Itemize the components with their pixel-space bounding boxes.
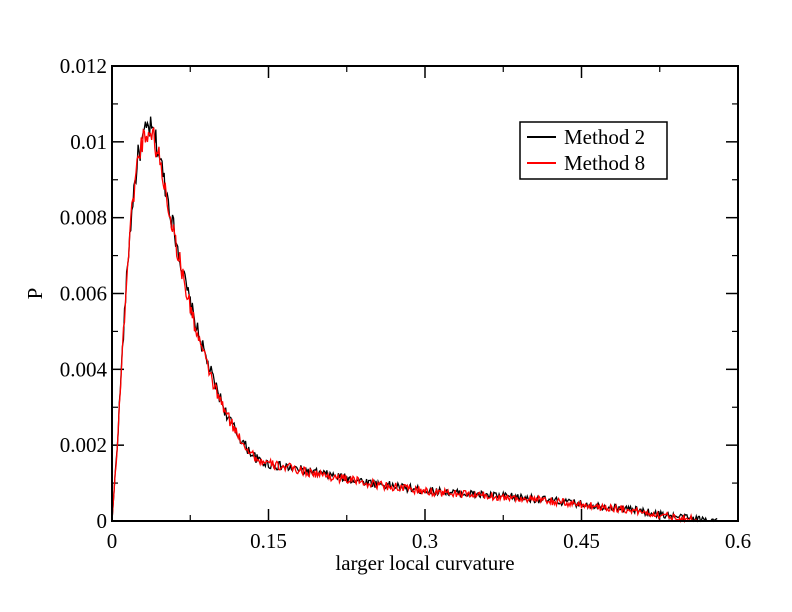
x-axis-title: larger local curvature	[335, 551, 514, 575]
x-tick-labels: 0 0.15 0.3 0.45 0.6	[107, 529, 751, 553]
legend-label-method-2: Method 2	[564, 125, 645, 149]
x-tick-label: 0.6	[725, 529, 751, 553]
x-tick-label: 0	[107, 529, 118, 553]
y-tick-label: 0.002	[60, 433, 107, 457]
series-layer	[111, 116, 718, 524]
x-tick-label: 0.45	[563, 529, 600, 553]
legend: Method 2 Method 8	[519, 121, 668, 180]
legend-label-method-8: Method 8	[564, 151, 645, 175]
x-tick-label: 0.3	[412, 529, 438, 553]
y-axis-title: P	[23, 288, 47, 300]
y-tick-labels: 0 0.002 0.004 0.006 0.008 0.01 0.012	[60, 54, 108, 533]
y-tick-label: 0	[97, 509, 108, 533]
x-tick-label: 0.15	[250, 529, 287, 553]
plot-area-frame	[111, 65, 739, 522]
y-tick-label: 0.008	[60, 206, 107, 230]
y-axis-ticks	[112, 65, 738, 522]
y-tick-label: 0.004	[60, 357, 108, 381]
y-tick-label: 0.012	[60, 54, 107, 78]
y-tick-label: 0.006	[60, 282, 107, 306]
legend-box	[519, 121, 668, 180]
series-line-method-8	[111, 127, 697, 524]
y-tick-label: 0.01	[70, 130, 107, 154]
